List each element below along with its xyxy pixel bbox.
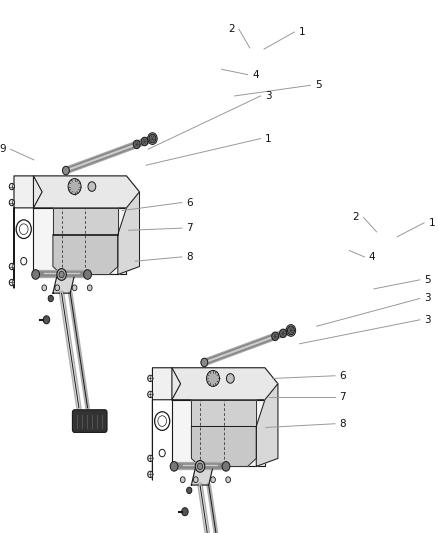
Circle shape — [9, 183, 14, 190]
Circle shape — [148, 391, 153, 398]
Circle shape — [88, 182, 96, 191]
Text: 7: 7 — [186, 223, 193, 233]
Circle shape — [59, 271, 64, 278]
Circle shape — [201, 358, 208, 367]
Text: 9: 9 — [0, 144, 6, 154]
Polygon shape — [191, 466, 213, 485]
Text: 8: 8 — [186, 252, 193, 262]
Circle shape — [272, 332, 279, 341]
Polygon shape — [14, 176, 42, 288]
Circle shape — [287, 326, 294, 335]
Text: 5: 5 — [424, 275, 431, 285]
Polygon shape — [53, 208, 118, 235]
Circle shape — [43, 316, 49, 324]
Circle shape — [226, 477, 230, 483]
Circle shape — [170, 462, 178, 471]
Circle shape — [133, 140, 140, 149]
Polygon shape — [172, 400, 265, 466]
Circle shape — [141, 137, 148, 146]
Circle shape — [9, 263, 14, 270]
Polygon shape — [191, 400, 256, 426]
Circle shape — [211, 477, 215, 483]
Circle shape — [148, 455, 153, 462]
Text: 1: 1 — [429, 218, 435, 228]
FancyBboxPatch shape — [72, 410, 107, 432]
Circle shape — [195, 461, 205, 472]
Text: 3: 3 — [265, 91, 272, 101]
Text: 5: 5 — [315, 80, 321, 90]
Circle shape — [286, 325, 296, 336]
Text: 4: 4 — [252, 70, 259, 79]
Circle shape — [9, 279, 14, 286]
Circle shape — [87, 285, 92, 291]
Text: 4: 4 — [369, 252, 375, 262]
Circle shape — [222, 462, 230, 471]
Circle shape — [198, 463, 203, 470]
Circle shape — [84, 270, 92, 279]
Text: 6: 6 — [339, 371, 346, 381]
Circle shape — [32, 270, 39, 279]
Polygon shape — [191, 426, 256, 466]
Circle shape — [149, 134, 156, 143]
Circle shape — [148, 471, 153, 478]
Text: 2: 2 — [228, 25, 234, 34]
Text: 7: 7 — [339, 392, 346, 402]
Circle shape — [148, 375, 153, 382]
Polygon shape — [53, 274, 74, 293]
Circle shape — [148, 133, 157, 144]
Text: 8: 8 — [339, 419, 346, 429]
Circle shape — [63, 166, 69, 175]
Circle shape — [42, 285, 47, 291]
Circle shape — [279, 329, 286, 337]
Polygon shape — [53, 235, 118, 274]
Polygon shape — [33, 176, 139, 208]
Polygon shape — [33, 208, 127, 274]
Polygon shape — [118, 192, 139, 274]
Text: 6: 6 — [186, 198, 193, 207]
Circle shape — [182, 507, 188, 516]
Text: 1: 1 — [299, 27, 305, 37]
Polygon shape — [172, 368, 278, 400]
Circle shape — [72, 285, 77, 291]
Circle shape — [207, 370, 219, 386]
Circle shape — [68, 179, 81, 195]
Circle shape — [9, 199, 14, 206]
Circle shape — [48, 295, 53, 302]
Text: 3: 3 — [424, 294, 431, 303]
Circle shape — [193, 477, 198, 483]
Text: 3: 3 — [424, 315, 431, 325]
Circle shape — [187, 487, 192, 494]
Text: 1: 1 — [265, 134, 272, 143]
Polygon shape — [152, 368, 180, 480]
Text: 2: 2 — [353, 213, 359, 222]
Circle shape — [55, 285, 60, 291]
Circle shape — [226, 374, 234, 383]
Polygon shape — [256, 384, 278, 466]
Circle shape — [57, 269, 66, 280]
Circle shape — [180, 477, 185, 483]
